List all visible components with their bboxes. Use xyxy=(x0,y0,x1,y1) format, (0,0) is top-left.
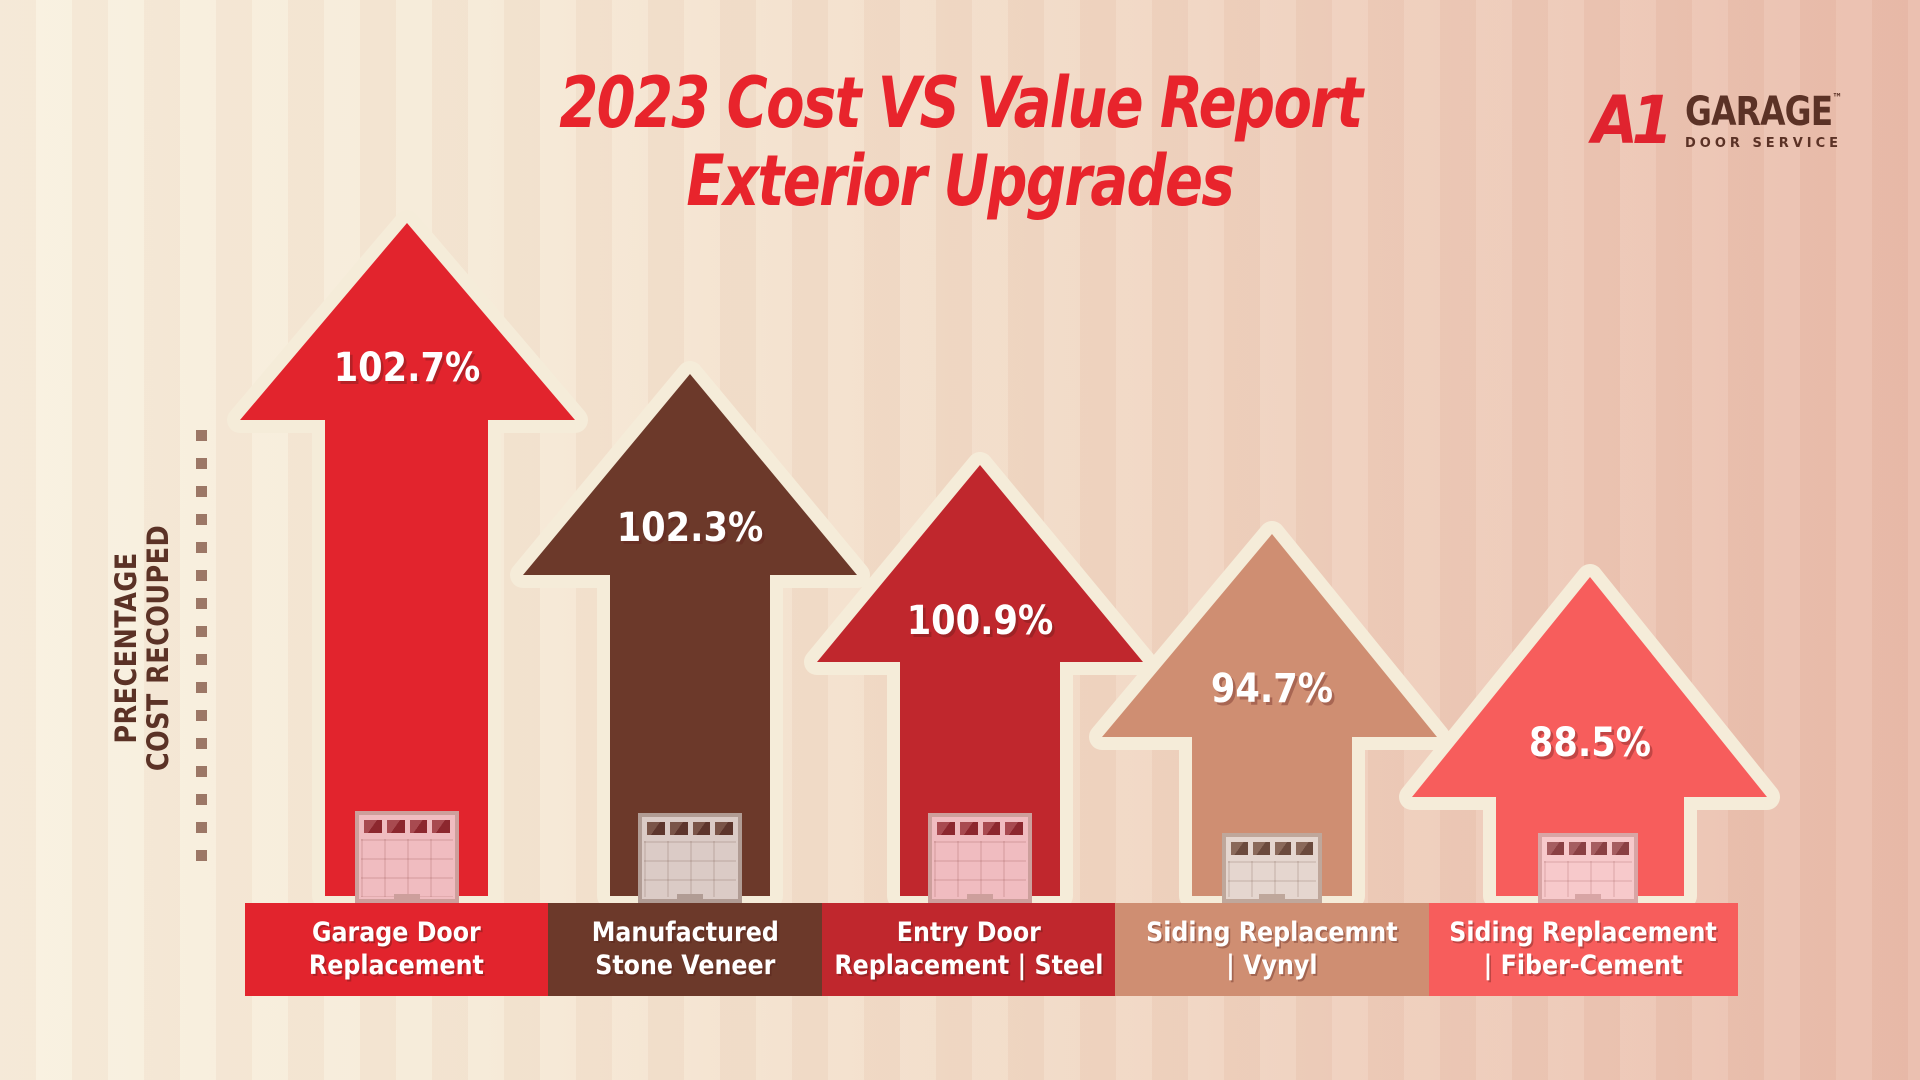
door-window xyxy=(1005,822,1023,835)
trademark-symbol: ™ xyxy=(1832,90,1842,105)
a1-garage-logo: A1 GARAGE™ DOOR SERVICE xyxy=(1592,82,1876,159)
door-window xyxy=(669,822,688,835)
logo-tagline: DOOR SERVICE xyxy=(1685,135,1843,151)
category-label: Garage Door Replacement xyxy=(309,917,484,981)
garage-door-icon xyxy=(638,813,742,903)
title-line-1: 2023 Cost VS Value Report xyxy=(558,62,1363,144)
door-window xyxy=(1612,842,1629,855)
door-window xyxy=(432,820,450,833)
category-label: Entry Door Replacement | Steel xyxy=(833,917,1104,981)
dotted-axis-line xyxy=(196,430,207,872)
garage-door-icon xyxy=(1222,833,1322,903)
category-label: Manufactured Stone Veneer xyxy=(591,917,779,981)
door-window xyxy=(1252,842,1270,855)
garage-door-icon xyxy=(355,811,459,903)
logo-name: GARAGE™ xyxy=(1685,88,1842,135)
door-window xyxy=(982,822,1001,835)
category-band-siding-fiber: Siding Replacement | Fiber-Cement xyxy=(1429,903,1738,996)
category-label: Siding Replacement | Fiber-Cement xyxy=(1449,917,1718,981)
garage-door-icon xyxy=(928,813,1032,903)
door-window xyxy=(647,822,665,835)
door-window xyxy=(409,820,428,833)
door-window xyxy=(959,822,978,835)
door-window xyxy=(386,820,405,833)
door-window xyxy=(1547,842,1564,855)
category-label: Siding Replacemnt | Vynyl xyxy=(1146,917,1398,981)
value-label-siding-fiber: 88.5% xyxy=(1528,720,1652,766)
value-label-siding-vinyl: 94.7% xyxy=(1210,666,1334,712)
value-label-entry-door: 100.9% xyxy=(906,598,1054,644)
door-window xyxy=(937,822,955,835)
page-title: 2023 Cost VS Value Report Exterior Upgra… xyxy=(0,64,1920,221)
garage-door-icon xyxy=(1538,833,1638,903)
category-band-siding-vinyl: Siding Replacemnt | Vynyl xyxy=(1115,903,1429,996)
door-window xyxy=(1296,842,1313,855)
door-window xyxy=(1590,842,1608,855)
value-label-garage-door: 102.7% xyxy=(333,345,481,391)
category-band-garage-door: Garage Door Replacement xyxy=(245,903,548,996)
door-window xyxy=(715,822,733,835)
door-window xyxy=(364,820,382,833)
a1-logo-icon: A1 xyxy=(1592,82,1673,159)
door-window xyxy=(1568,842,1586,855)
value-label-stone-veneer: 102.3% xyxy=(616,505,764,551)
category-band-entry-door: Entry Door Replacement | Steel xyxy=(822,903,1115,996)
door-window xyxy=(692,822,711,835)
door-window xyxy=(1231,842,1248,855)
door-window xyxy=(1274,842,1292,855)
category-band-stone-veneer: Manufactured Stone Veneer xyxy=(548,903,822,996)
title-line-2: Exterior Upgrades xyxy=(686,140,1235,223)
